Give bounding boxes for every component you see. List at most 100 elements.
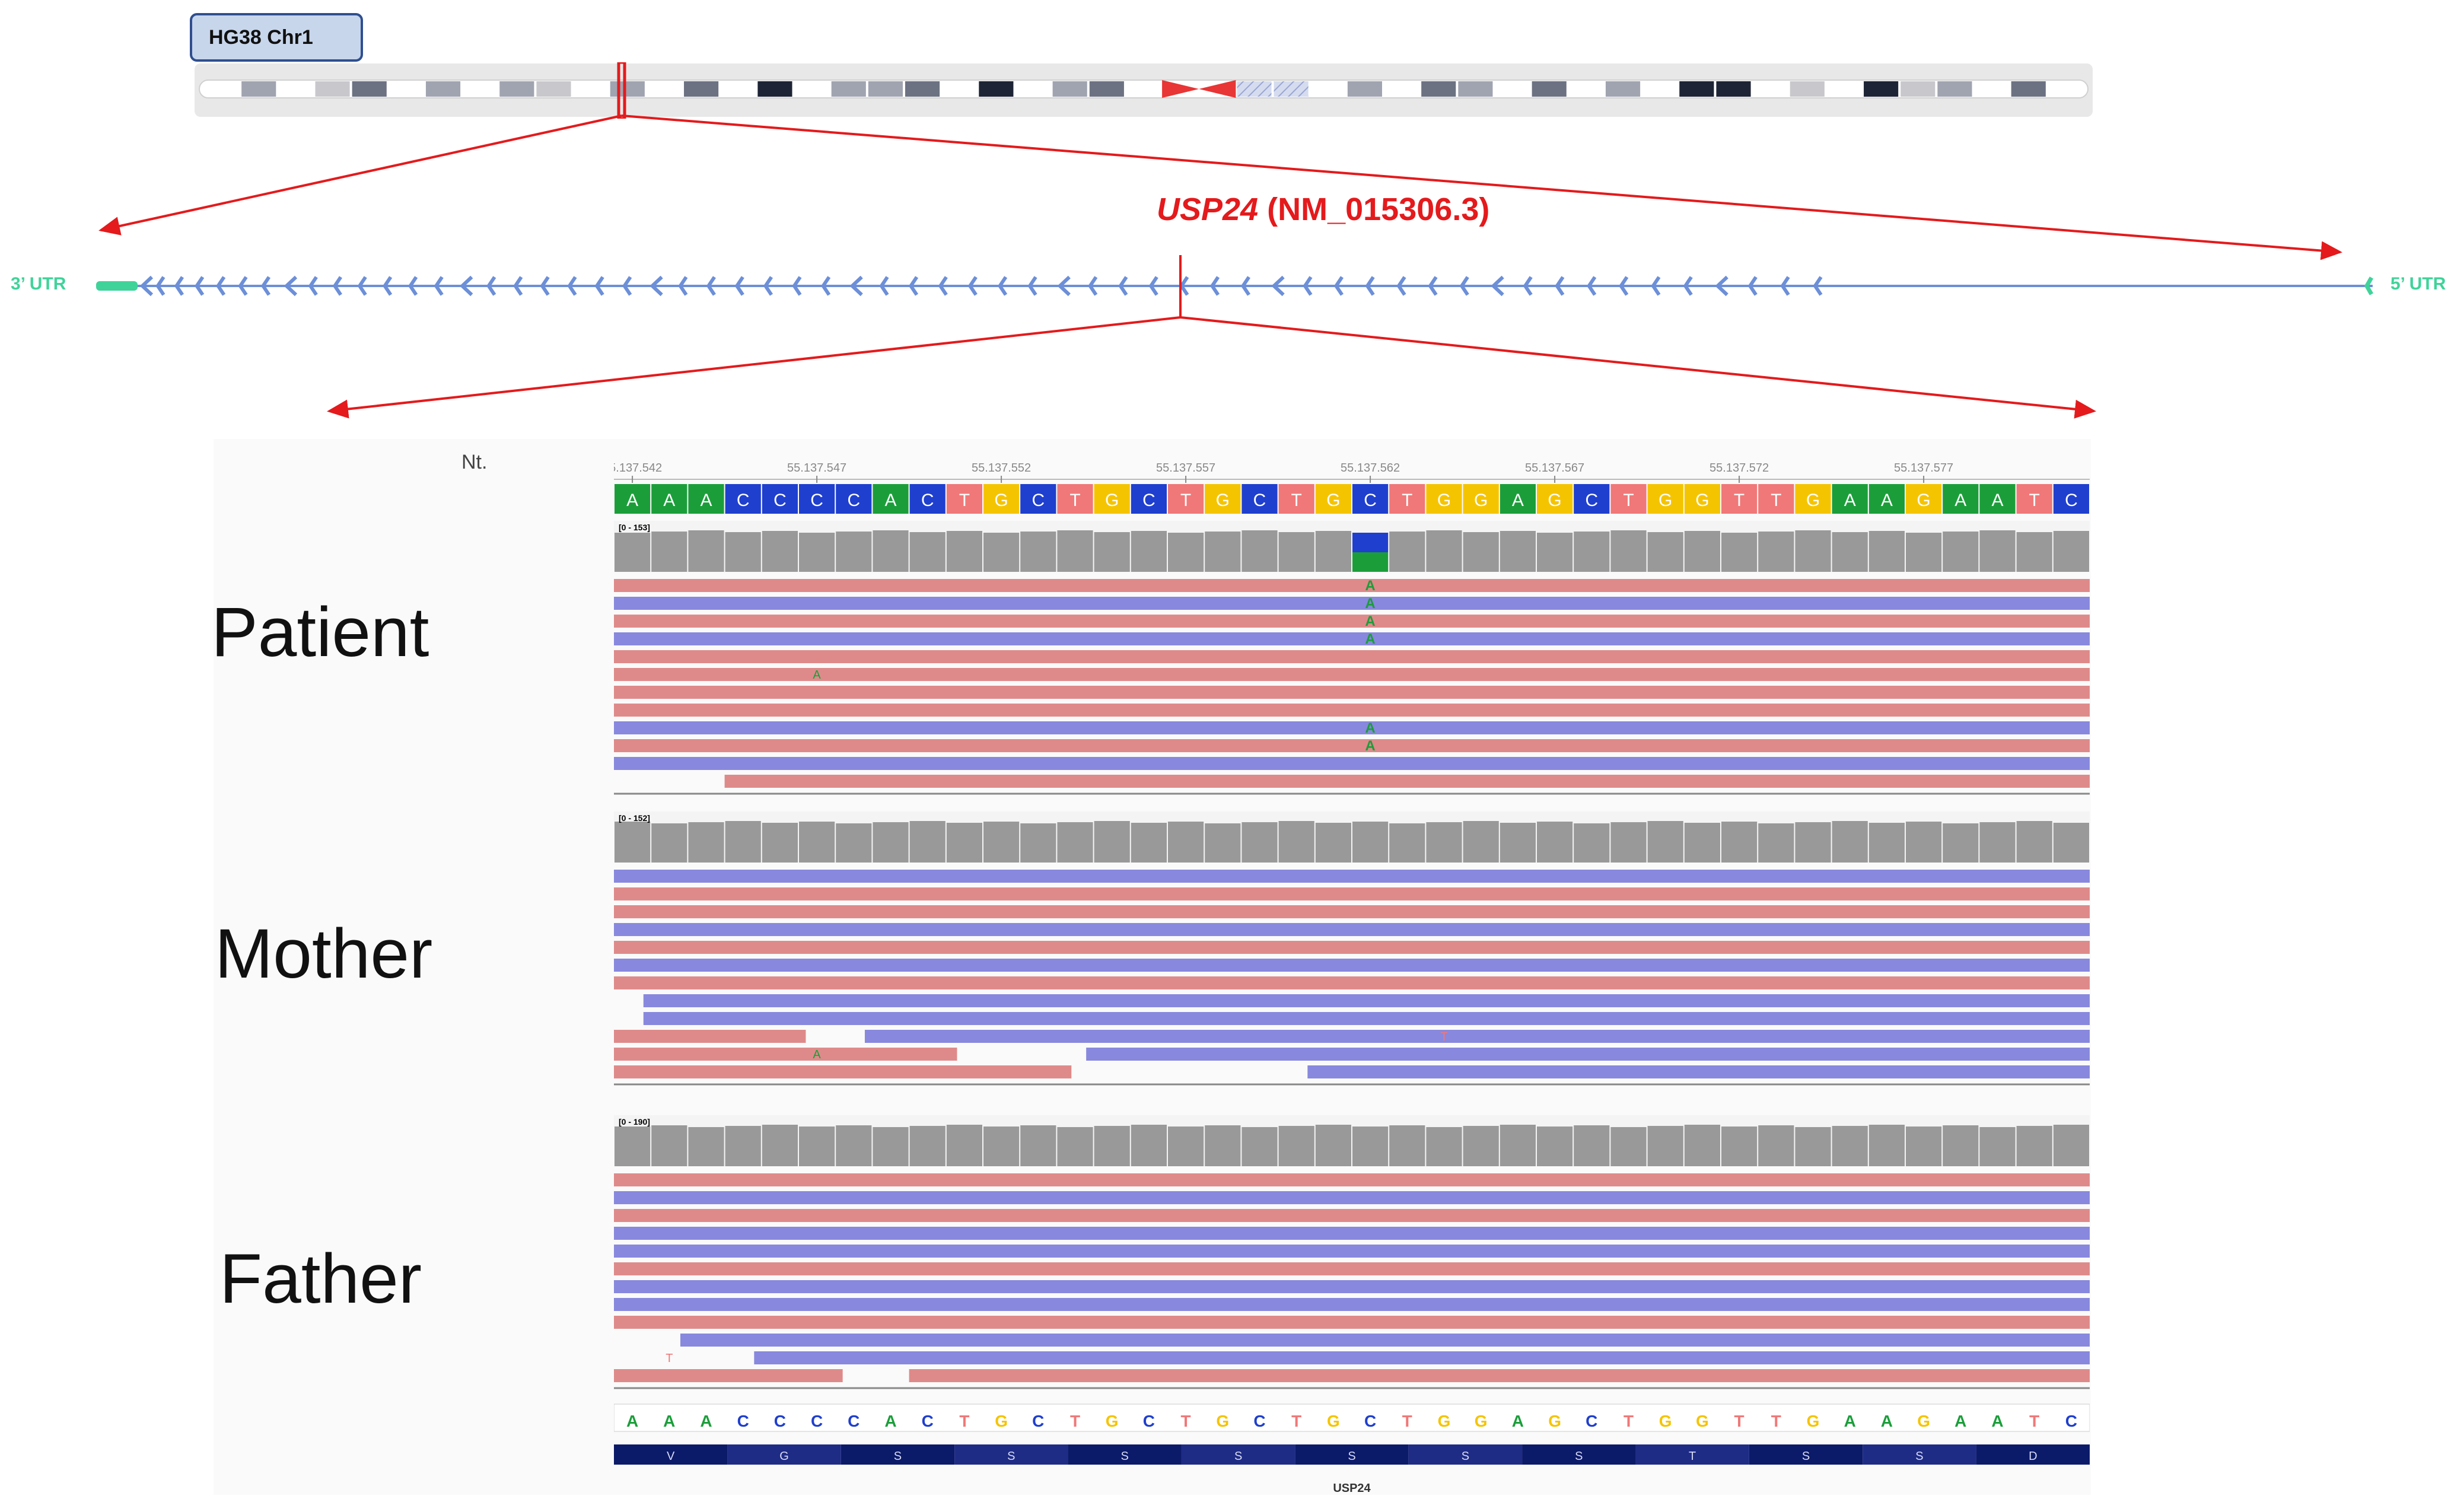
- reference-base-cell: [615, 484, 651, 514]
- read-alignment: [614, 887, 2090, 900]
- coverage-bar: [651, 532, 687, 572]
- coverage-bar: [1943, 1125, 1979, 1166]
- coverage-bar: [1426, 822, 1462, 863]
- sequence-base: C: [1364, 1412, 1376, 1430]
- exon-mark: [1555, 276, 1565, 296]
- ruler-tick-label: 55.137.572: [1709, 462, 1769, 475]
- coverage-bar: [1500, 1125, 1536, 1166]
- coverage-bar: [1352, 822, 1389, 863]
- cytoband: [1089, 81, 1124, 97]
- exon-mark: [1271, 275, 1285, 297]
- cytoband: [979, 81, 1014, 97]
- sequence-base: T: [1771, 1412, 1781, 1430]
- gene-symbol: USP24: [1157, 192, 1259, 227]
- read-alignment: [724, 775, 2090, 788]
- centromere-band: [1199, 80, 1236, 98]
- sequence-base: C: [1586, 1412, 1597, 1430]
- sequence-base: C: [1253, 1412, 1265, 1430]
- coverage-bar: [1168, 822, 1204, 863]
- exon-mark: [357, 276, 367, 296]
- coverage-bar: [1500, 823, 1536, 863]
- sequence-base: C: [811, 1412, 823, 1430]
- reference-base: A: [1991, 491, 2003, 510]
- reference-base-cell: [1241, 484, 1278, 514]
- exon-mark: [540, 276, 550, 296]
- coverage-bar: [946, 1125, 982, 1166]
- reference-base-cell: [762, 484, 798, 514]
- amino-acid-cell: [1522, 1444, 1636, 1465]
- read-alignment: [614, 1316, 2090, 1329]
- coverage-bar: [1057, 530, 1093, 572]
- exon-mark: [1209, 276, 1220, 296]
- sequence-base: T: [1402, 1412, 1412, 1430]
- exon-mark: [1303, 276, 1313, 296]
- exon-mark: [967, 276, 978, 296]
- reference-base-cell: [873, 484, 909, 514]
- exon-mark: [1240, 276, 1251, 296]
- coverage-bar: [836, 823, 872, 863]
- reference-base-cell: [651, 484, 687, 514]
- read-alignment: [614, 1209, 2090, 1222]
- exon-mark: [650, 275, 663, 297]
- coverage-bar: [1647, 532, 1683, 572]
- reference-base-cell: [1832, 484, 1868, 514]
- exon-mark: [1057, 275, 1071, 297]
- reference-base-cell: [1868, 484, 1905, 514]
- coverage-bar: [2053, 1125, 2089, 1166]
- coverage-bar: [1389, 1125, 1425, 1166]
- zoom-arrow-left-2: [327, 316, 1181, 419]
- coverage-bar: [1020, 823, 1056, 863]
- cytoband: [1495, 81, 1530, 97]
- coverage-bar: [1094, 1126, 1130, 1166]
- coverage-bar: [1131, 1125, 1167, 1166]
- exon-mark: [821, 276, 831, 296]
- exon-mark: [434, 276, 444, 296]
- read-alignment: [614, 976, 2090, 989]
- sequence-track: [614, 1404, 2090, 1432]
- reference-base-cell: [688, 484, 724, 514]
- reference-base-cell: [725, 484, 761, 514]
- coverage-bar: [1278, 1126, 1314, 1166]
- coverage-bar: [1795, 1127, 1831, 1166]
- amino-acid: T: [1689, 1450, 1696, 1463]
- coverage-bar: [651, 823, 687, 863]
- coverage-bar: [983, 533, 1020, 572]
- coverage-bar-variant-ref: [1352, 533, 1389, 552]
- amino-acid: S: [1575, 1450, 1583, 1463]
- coverage-bar: [1832, 821, 1868, 863]
- gene-structure-diagram: [96, 114, 2374, 419]
- read-alignment: [614, 579, 2090, 592]
- cytoband: [647, 81, 682, 97]
- reference-base: A: [626, 491, 638, 510]
- coverage-bar: [651, 1125, 687, 1166]
- sequence-base: A: [700, 1412, 712, 1430]
- amino-acid: S: [1007, 1450, 1015, 1463]
- exon-mark: [1491, 275, 1504, 297]
- amino-acid-cell: [1408, 1444, 1523, 1465]
- read-alignment: [614, 739, 2090, 752]
- igv-alignment-view: 55.137.542 55.137.547 55.137.552 55.137.557…: [614, 462, 2090, 1495]
- gene-track-label: USP24: [1333, 1482, 1371, 1495]
- sequence-base: A: [626, 1412, 638, 1430]
- coverage-bar: [909, 821, 946, 863]
- exon-mark: [408, 276, 418, 296]
- coverage-track: [614, 521, 2090, 572]
- coverage-bar: [1094, 821, 1130, 863]
- sequence-base: G: [1438, 1412, 1451, 1430]
- coverage-bar-variant-alt: [1352, 552, 1389, 572]
- exon-mark: [383, 276, 393, 296]
- exon-mark: [567, 276, 577, 296]
- reference-base-cell: [1463, 484, 1499, 514]
- reference-base: T: [1623, 491, 1634, 510]
- amino-acid-cell: [614, 1444, 728, 1465]
- coverage-bar: [1979, 530, 2016, 572]
- exon-mark: [792, 276, 802, 296]
- cytoband: [1826, 81, 1862, 97]
- zoom-arrow-left: [98, 114, 622, 236]
- coverage-bar: [1906, 822, 1942, 863]
- reference-base-cell: [1574, 484, 1610, 514]
- sequence-base: G: [1807, 1412, 1820, 1430]
- read-alignment: [614, 686, 2090, 699]
- reference-base: G: [1695, 491, 1709, 510]
- read-alignment: [614, 1173, 2090, 1186]
